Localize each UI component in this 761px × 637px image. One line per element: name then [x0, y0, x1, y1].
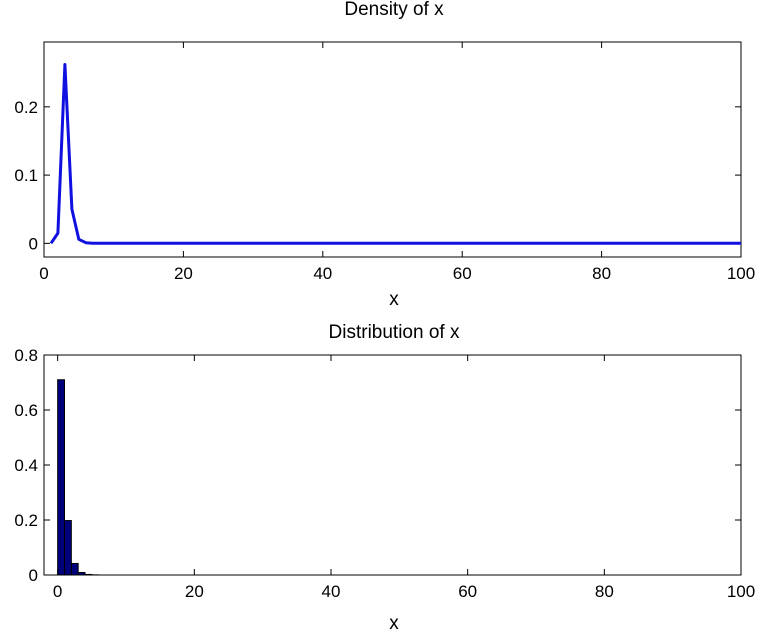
density-x-tick-label: 40	[313, 264, 332, 283]
density-chart-title: Density of x	[344, 0, 444, 20]
distribution-bar	[84, 573, 93, 576]
density-x-tick-label: 0	[39, 264, 48, 283]
density-axes: 0 20 40 60 80 100 0 0.1 0.2	[14, 42, 755, 283]
distribution-axes: 0 20 40 60 80 100 0 0.2 0.4 0.6 0.8	[14, 346, 755, 601]
distribution-x-axis-label: x	[389, 613, 399, 634]
distribution-y-tick-label: 0.4	[14, 456, 38, 475]
density-x-tick-label: 100	[727, 264, 755, 283]
distribution-x-tick-label: 80	[595, 582, 614, 601]
distribution-bar	[64, 520, 72, 576]
density-x-tick-label: 20	[174, 264, 193, 283]
distribution-chart: Distribution of x 0 20 40 60 80 100 0 0.2 0.4 0.6…	[14, 322, 755, 634]
density-y-tick-label: 0	[29, 234, 38, 253]
density-series-line	[49, 63, 741, 245]
density-x-tick-label: 80	[592, 264, 611, 283]
distribution-x-tick-label: 20	[185, 582, 204, 601]
distribution-bar	[70, 562, 79, 576]
distribution-y-tick-label: 0.8	[14, 346, 38, 365]
distribution-y-tick-label: 0.2	[14, 511, 38, 530]
distribution-y-tick-label: 0	[29, 566, 38, 585]
density-plot-frame	[43, 41, 742, 258]
distribution-y-tick-label: 0.6	[14, 401, 38, 420]
distribution-plot-frame	[43, 354, 742, 576]
density-y-tick-label: 0.2	[14, 98, 38, 117]
distribution-bars	[57, 379, 100, 576]
distribution-bar	[77, 572, 86, 576]
distribution-x-tick-label: 40	[322, 582, 341, 601]
distribution-x-tick-label: 100	[727, 582, 755, 601]
density-x-axis-label: x	[389, 289, 399, 310]
density-x-tick-label: 60	[453, 264, 472, 283]
distribution-bar	[57, 379, 66, 576]
density-chart: Density of x 0 20 40 60 80 100 0 0.1 0.2 x	[14, 0, 755, 310]
distribution-chart-title: Distribution of x	[329, 322, 460, 343]
distribution-x-tick-label: 60	[458, 582, 477, 601]
density-y-tick-label: 0.1	[14, 166, 38, 185]
distribution-x-tick-label: 0	[53, 582, 62, 601]
